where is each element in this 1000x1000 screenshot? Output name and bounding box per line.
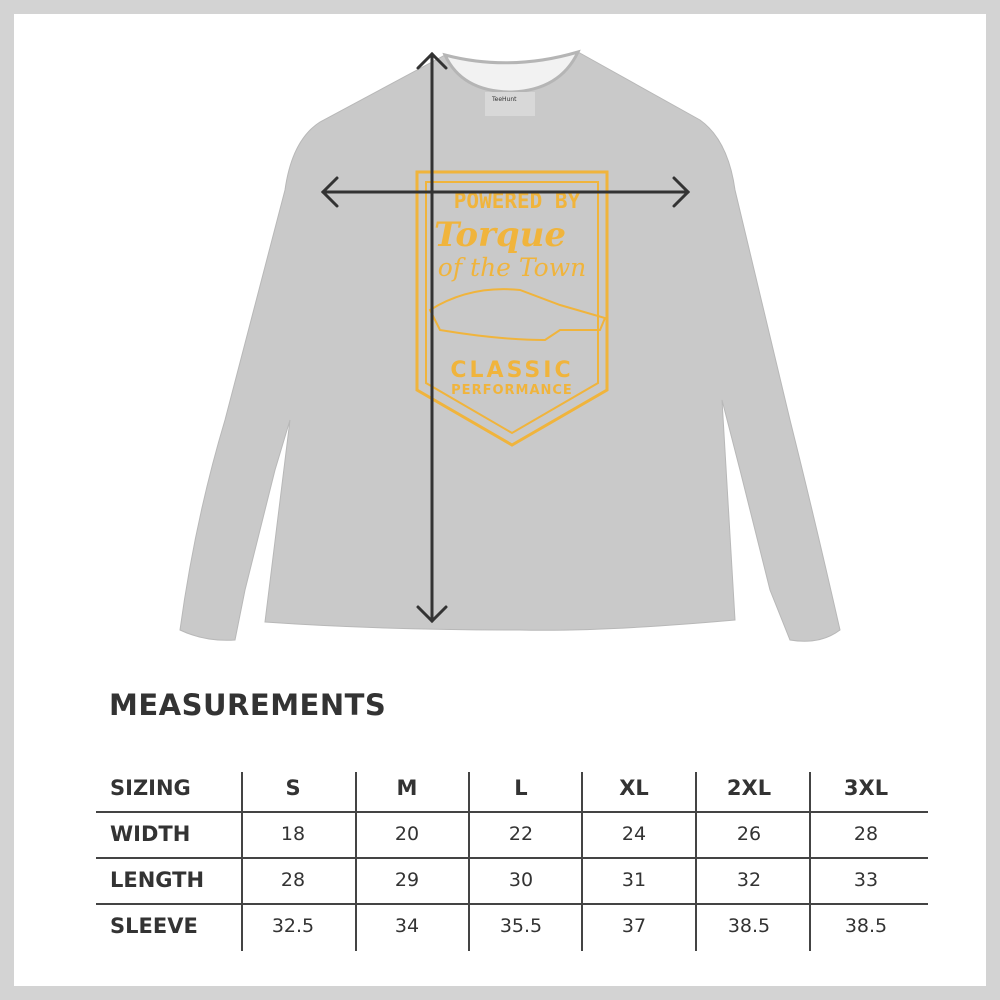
table-cell: 20 bbox=[394, 823, 420, 845]
shirt-graphic bbox=[415, 170, 609, 447]
table-divider bbox=[241, 772, 243, 951]
table-cell: 22 bbox=[508, 823, 534, 845]
shirt-image: TeeHunt POWERED BY Torque of the Town CL… bbox=[179, 49, 841, 642]
header-size: 2XL bbox=[726, 776, 772, 800]
table-cell: 34 bbox=[394, 915, 420, 937]
table-divider bbox=[809, 772, 811, 951]
neck-label-brand: TeeHunt bbox=[491, 96, 517, 103]
table-divider bbox=[355, 772, 357, 951]
table-divider bbox=[96, 811, 928, 813]
table-cell: 30 bbox=[508, 869, 534, 891]
table-cell: 26 bbox=[736, 823, 762, 845]
measurements-title: MEASUREMENTS bbox=[109, 688, 387, 722]
header-sizing: SIZING bbox=[110, 776, 191, 800]
neck-label bbox=[485, 92, 535, 116]
table-cell: 38.5 bbox=[844, 915, 888, 937]
table-divider bbox=[96, 857, 928, 859]
graphic-text: CLASSIC bbox=[450, 358, 573, 383]
table-cell: 35.5 bbox=[499, 915, 543, 937]
table-cell: 28 bbox=[853, 823, 879, 845]
table-cell: 24 bbox=[621, 823, 647, 845]
collar bbox=[442, 49, 581, 94]
table-cell: 32 bbox=[736, 869, 762, 891]
table-cell: 37 bbox=[621, 915, 647, 937]
table-cell: 31 bbox=[621, 869, 647, 891]
graphic-text: PERFORMANCE bbox=[451, 383, 573, 398]
shirt-body bbox=[179, 51, 841, 642]
header-size: 3XL bbox=[843, 776, 889, 800]
table-divider bbox=[695, 772, 697, 951]
row-label-sleeve: SLEEVE bbox=[110, 914, 198, 938]
table-divider bbox=[96, 903, 928, 905]
row-label-length: LENGTH bbox=[110, 868, 205, 892]
graphic-text: of the Town bbox=[438, 253, 586, 282]
table-cell: 32.5 bbox=[271, 915, 315, 937]
table-cell: 28 bbox=[280, 869, 306, 891]
table-cell: 18 bbox=[280, 823, 306, 845]
header-size: L bbox=[514, 776, 528, 800]
table-cell: 29 bbox=[394, 869, 420, 891]
table-cell: 33 bbox=[853, 869, 879, 891]
row-label-width: WIDTH bbox=[110, 822, 191, 846]
graphic-text: Torque bbox=[434, 215, 566, 255]
header-size: S bbox=[285, 776, 301, 800]
table-cell: 38.5 bbox=[727, 915, 771, 937]
header-size: XL bbox=[619, 776, 649, 800]
measure-arrows bbox=[320, 51, 691, 624]
table-divider bbox=[581, 772, 583, 951]
header-size: M bbox=[396, 776, 418, 800]
table-divider bbox=[468, 772, 470, 951]
